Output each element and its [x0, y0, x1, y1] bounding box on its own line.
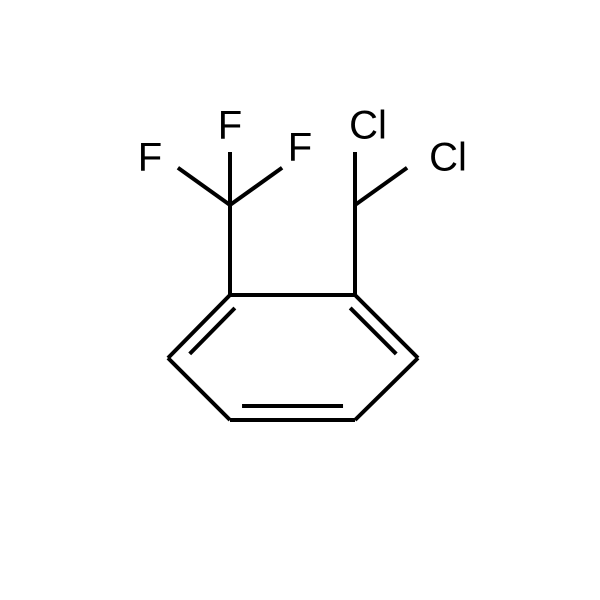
bond-C8-Cl2 — [355, 168, 407, 205]
atom-label-F2: F — [138, 136, 162, 180]
atom-label-F1: F — [218, 104, 242, 148]
bond-C7-F2 — [178, 168, 230, 205]
molecule-diagram: F F F Cl Cl — [0, 0, 600, 600]
bond-C4-C5 — [168, 358, 230, 420]
atom-label-Cl1: Cl — [349, 104, 387, 148]
atom-labels: F F F Cl Cl — [138, 104, 467, 180]
aromatic-inner-bonds — [190, 308, 397, 406]
bond-C6-C3 — [355, 358, 418, 420]
bond-C5-C1 — [168, 295, 230, 358]
atom-label-Cl2: Cl — [429, 136, 467, 180]
atom-label-F3: F — [288, 126, 312, 170]
bonds-layer — [168, 152, 418, 420]
bond-C2-C6 — [355, 295, 418, 358]
bond-C7-F3 — [230, 168, 282, 205]
